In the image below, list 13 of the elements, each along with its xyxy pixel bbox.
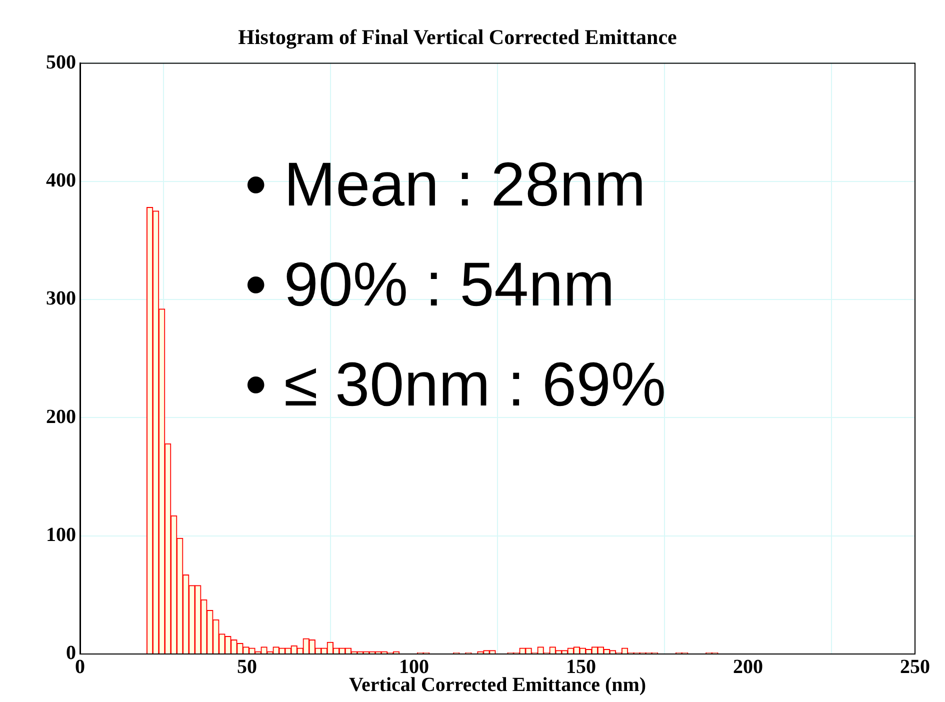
x-tick-label: 200 (733, 656, 763, 678)
x-tick-label: 50 (237, 656, 257, 678)
annotation: • Mean : 28nm (245, 150, 646, 220)
y-tick-label: 200 (46, 406, 76, 428)
y-tick-label: 100 (46, 524, 76, 546)
y-tick-label: 300 (46, 288, 76, 310)
x-tick-label: 250 (900, 656, 930, 678)
chart-title: Histogram of Final Vertical Corrected Emittance (238, 25, 677, 50)
annotation: • 90% : 54nm (245, 250, 615, 320)
y-tick-label: 400 (46, 170, 76, 192)
y-tick-label: 500 (46, 51, 76, 74)
y-tick-label: 0 (66, 642, 76, 664)
annotation: • ≤ 30nm : 69% (245, 350, 666, 420)
